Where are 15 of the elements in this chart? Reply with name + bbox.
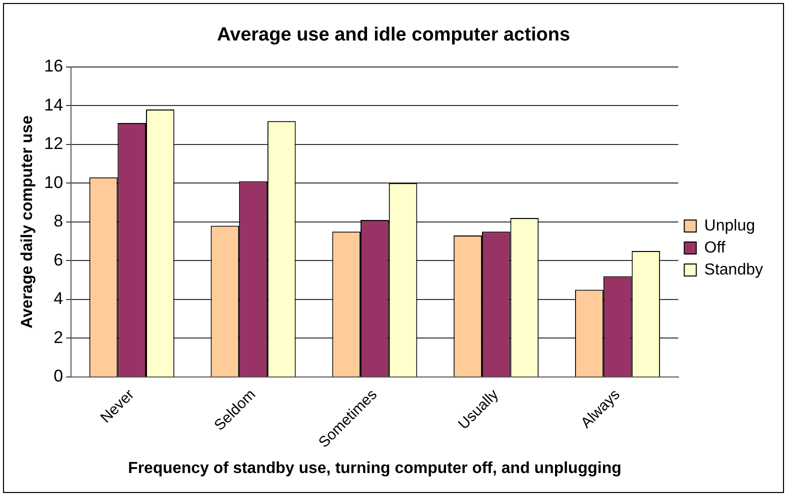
chart-title: Average use and idle computer actions [216, 24, 570, 46]
y-tick-label: 10 [44, 172, 64, 192]
y-tick-label: 4 [54, 289, 64, 308]
y-tick-label: 2 [54, 328, 64, 347]
x-axis-title: Frequency of standby use, turning computer off, and unplugging [128, 460, 622, 477]
y-tick-label: 16 [44, 56, 64, 76]
y-axis-title: Average daily computer use [19, 115, 36, 328]
legend-label: Off [704, 239, 726, 256]
y-tick-label: 6 [54, 250, 64, 270]
legend-label: Unplug [704, 217, 755, 234]
y-tick-label: 12 [44, 134, 64, 154]
y-tick-label: 8 [54, 212, 64, 231]
y-tick-label: 14 [44, 95, 64, 114]
legend-label: Standby [704, 261, 764, 278]
y-tick-label: 0 [54, 366, 64, 386]
